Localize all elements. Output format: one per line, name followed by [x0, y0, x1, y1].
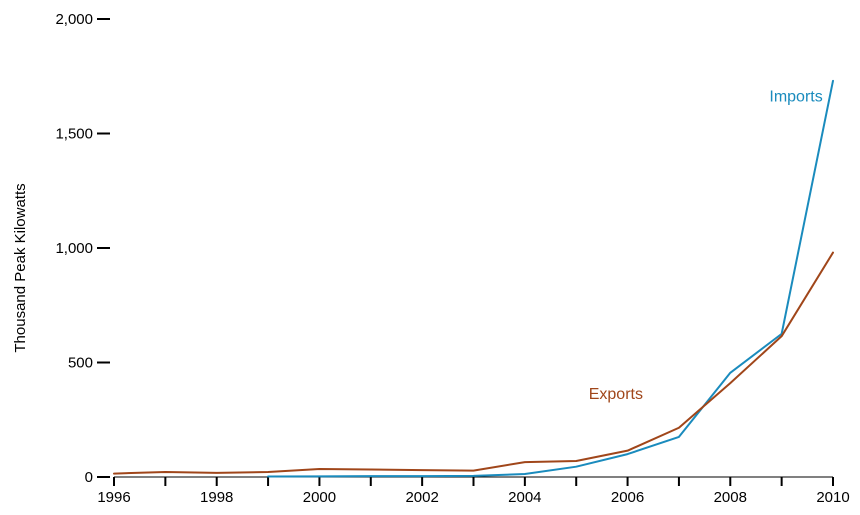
y-axis-ticks: 0 500 1,000 1,500 2,000 [55, 11, 110, 486]
imports-line [267, 79, 834, 478]
x-tick-label: 2010 [816, 489, 849, 506]
imports-series-label: Imports [769, 88, 822, 105]
y-axis-title: Thousand Peak Kilowatts [12, 183, 29, 352]
x-tick-label: 2004 [508, 489, 541, 506]
y-tick-label: 1,000 [55, 240, 93, 257]
y-tick-label: 2,000 [55, 11, 93, 28]
y-tick-label: 1,500 [55, 126, 93, 143]
series-layer: Imports Exports [113, 79, 834, 478]
x-tick-label: 1996 [97, 489, 130, 506]
axes: 1996 1998 2000 2002 2004 2006 2008 2010 0 500 1,0… [55, 11, 849, 506]
x-tick-label: 2006 [611, 489, 644, 506]
exports-line [113, 251, 834, 475]
x-tick-label: 2002 [405, 489, 438, 506]
x-tick-label: 1998 [200, 489, 233, 506]
y-tick-label: 500 [68, 355, 93, 372]
exports-series-label: Exports [589, 386, 643, 403]
y-tick-label: 0 [85, 469, 93, 486]
x-tick-label: 2000 [303, 489, 336, 506]
x-axis-ticks: 1996 1998 2000 2002 2004 2006 2008 2010 [97, 477, 850, 506]
x-tick-label: 2008 [714, 489, 747, 506]
